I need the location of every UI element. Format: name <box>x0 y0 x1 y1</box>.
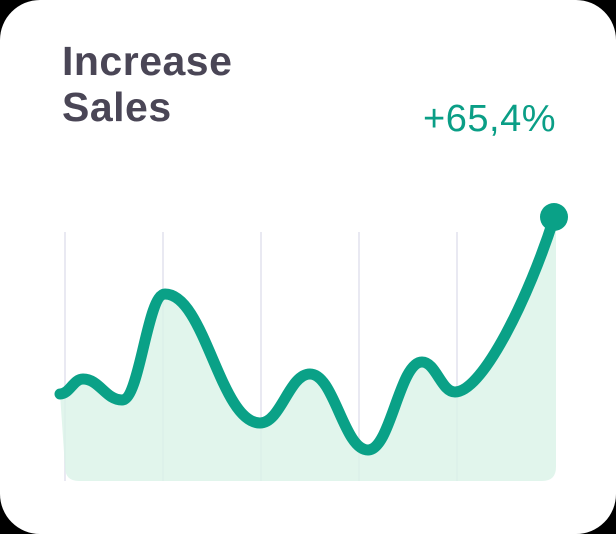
area-fill <box>60 218 556 481</box>
delta-percentage: +65,4% <box>423 98 556 140</box>
card-title-line2: Sales <box>62 84 172 130</box>
card-title: Increase Sales <box>62 38 232 130</box>
trend-line <box>54 212 560 456</box>
card-title-line1: Increase <box>62 38 233 84</box>
end-point-dot <box>540 203 568 231</box>
